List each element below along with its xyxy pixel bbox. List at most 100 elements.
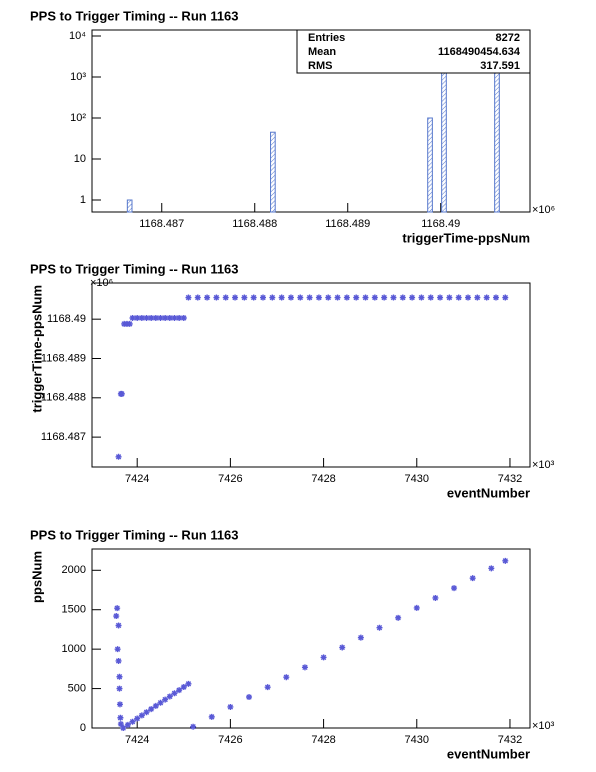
point xyxy=(241,294,248,301)
x-tick-label: 1168.488 xyxy=(232,218,277,230)
x-tick-label: 7426 xyxy=(218,473,242,485)
point xyxy=(129,718,136,725)
stats-label: Entries xyxy=(308,32,345,44)
point xyxy=(269,294,276,301)
point xyxy=(432,594,439,601)
stats-value: 317.591 xyxy=(480,60,520,72)
point xyxy=(124,721,131,728)
point xyxy=(134,715,141,722)
point xyxy=(362,294,369,301)
y-multiplier: ×10⁶ xyxy=(90,277,113,289)
point xyxy=(502,557,509,564)
hist-bar xyxy=(270,131,276,213)
x-multiplier: ×10³ xyxy=(532,459,555,471)
point xyxy=(166,314,173,321)
x-tick-label: 7424 xyxy=(125,473,149,485)
point xyxy=(283,674,290,681)
point xyxy=(152,702,159,709)
point xyxy=(376,624,383,631)
point xyxy=(129,314,136,321)
point xyxy=(353,294,360,301)
x-tick-label: 1168.49 xyxy=(421,218,460,230)
y-tick-label: 1500 xyxy=(62,604,86,616)
point xyxy=(455,294,462,301)
point xyxy=(208,713,215,720)
x-axis-label: triggerTime-ppsNum xyxy=(402,230,530,245)
y-tick-label: 1000 xyxy=(62,643,86,655)
y-tick-label: 0 xyxy=(80,722,86,734)
y-tick-label: 10⁴ xyxy=(69,30,86,42)
x-axis-label: eventNumber xyxy=(447,485,530,500)
point xyxy=(381,294,388,301)
point xyxy=(138,314,145,321)
point xyxy=(320,654,327,661)
point xyxy=(451,585,458,592)
point xyxy=(474,294,481,301)
y-tick-label: 1168.487 xyxy=(41,431,86,443)
point xyxy=(157,699,164,706)
point xyxy=(260,294,267,301)
point xyxy=(278,294,285,301)
point xyxy=(162,314,169,321)
y-tick-label: 1168.489 xyxy=(41,352,86,364)
point xyxy=(227,703,234,710)
point xyxy=(413,604,420,611)
hist-bar xyxy=(126,199,133,213)
x-tick-label: 7428 xyxy=(311,473,335,485)
x-tick-label: 7428 xyxy=(311,734,335,746)
point xyxy=(117,714,124,721)
point xyxy=(152,314,159,321)
point xyxy=(315,294,322,301)
point xyxy=(334,294,341,301)
point xyxy=(115,622,122,629)
point xyxy=(357,634,364,641)
point xyxy=(143,314,150,321)
point xyxy=(115,453,122,460)
point xyxy=(117,721,124,728)
point xyxy=(138,712,145,719)
point xyxy=(437,294,444,301)
x-axis-label: eventNumber xyxy=(447,746,530,761)
point xyxy=(185,294,192,301)
point xyxy=(339,644,346,651)
point xyxy=(162,696,169,703)
point xyxy=(190,723,197,730)
point xyxy=(176,687,183,694)
point xyxy=(148,314,155,321)
hist-bar xyxy=(441,70,447,213)
point xyxy=(232,294,239,301)
x-tick-label: 1168.487 xyxy=(139,218,184,230)
point xyxy=(113,613,120,620)
point xyxy=(166,693,173,700)
x-tick-label: 7432 xyxy=(498,734,522,746)
stats-label: Mean xyxy=(308,46,336,58)
point xyxy=(287,294,294,301)
point xyxy=(185,680,192,687)
point xyxy=(180,683,187,690)
chart-title: PPS to Trigger Timing -- Run 1163 xyxy=(30,261,239,276)
point xyxy=(114,605,121,612)
plot-frame xyxy=(91,282,531,468)
y-tick-label: 10³ xyxy=(70,71,86,83)
stats-value: 8272 xyxy=(496,32,520,44)
point xyxy=(114,646,121,653)
x-tick-label: 7424 xyxy=(125,734,149,746)
y-tick-label: 1168.49 xyxy=(47,313,86,325)
point xyxy=(116,685,123,692)
plot-frame xyxy=(91,548,531,729)
x-tick-label: 7426 xyxy=(218,734,242,746)
point xyxy=(399,294,406,301)
x-tick-label: 1168.489 xyxy=(325,218,370,230)
point xyxy=(134,314,141,321)
point xyxy=(306,294,313,301)
point xyxy=(465,294,472,301)
point xyxy=(116,701,123,708)
point xyxy=(343,294,350,301)
chart-title: PPS to Trigger Timing -- Run 1163 xyxy=(30,527,239,542)
point xyxy=(126,320,133,327)
hist-bar xyxy=(427,117,433,213)
point xyxy=(176,314,183,321)
point xyxy=(116,673,123,680)
x-multiplier: ×10⁶ xyxy=(532,204,555,216)
y-tick-label: 500 xyxy=(68,682,86,694)
